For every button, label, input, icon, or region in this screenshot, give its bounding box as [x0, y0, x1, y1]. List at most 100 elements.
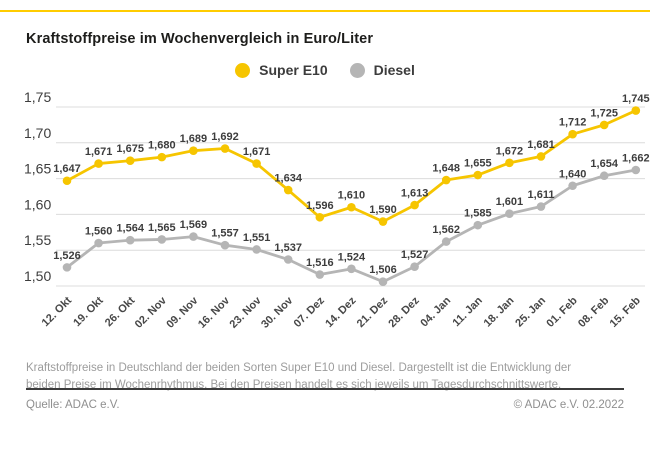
value-label: 1,524 — [338, 251, 366, 263]
x-tick-label: 25. Jan — [513, 294, 548, 329]
data-point — [220, 240, 230, 250]
x-tick-label: 07. Dez — [292, 294, 328, 330]
x-tick-label: 28. Dez — [386, 294, 422, 330]
x-tick-label: 02. Nov — [133, 294, 170, 331]
value-label: 1,671 — [243, 146, 271, 158]
data-point — [62, 176, 72, 186]
x-tick-label: 19. Okt — [71, 294, 106, 329]
price-line-chart: 1,75 1,70 1,65 1,60 1,55 1,50 12. Okt 19. Okt 26… — [0, 89, 650, 341]
data-point — [62, 263, 72, 272]
value-label: 1,562 — [432, 224, 460, 236]
value-label: 1,596 — [306, 200, 334, 212]
y-tick-label: 1,55 — [24, 232, 51, 248]
x-tick-label: 09. Nov — [164, 294, 201, 331]
value-label: 1,662 — [622, 153, 650, 165]
value-label: 1,527 — [401, 249, 429, 261]
data-point — [220, 144, 230, 153]
legend-label-super-e10: Super E10 — [259, 62, 328, 78]
value-label: 1,611 — [528, 189, 555, 201]
diesel-dot-icon — [349, 62, 365, 78]
value-label: 1,601 — [496, 196, 524, 208]
value-label: 1,640 — [559, 168, 587, 180]
value-label: 1,560 — [85, 226, 113, 238]
value-label: 1,671 — [85, 146, 113, 158]
data-point — [536, 202, 546, 211]
footer: Quelle: ADAC e.V. © ADAC e.V. 02.2022 — [26, 399, 624, 411]
data-point — [599, 171, 609, 181]
value-label: 1,672 — [496, 145, 524, 157]
x-tick-label: 01. Feb — [544, 294, 579, 329]
data-point — [94, 159, 103, 168]
data-point — [505, 158, 514, 168]
data-point — [125, 235, 135, 245]
data-point — [189, 232, 198, 241]
value-label: 1,675 — [116, 143, 144, 155]
data-point — [410, 200, 419, 210]
chart-legend: Super E10 Diesel — [0, 62, 650, 78]
value-label: 1,585 — [464, 208, 492, 220]
x-tick-label: 04. Jan — [418, 294, 453, 329]
value-label: 1,681 — [527, 139, 555, 151]
chart-title: Kraftstoffpreise im Wochenvergleich in E… — [26, 31, 374, 47]
x-tick-label: 23. Nov — [228, 294, 265, 331]
value-label: 1,590 — [369, 204, 397, 216]
chart-footnote: Kraftstoffpreise in Deutschland der beid… — [26, 361, 572, 391]
data-point — [631, 165, 641, 175]
x-tick-label: 14. Dez — [323, 294, 359, 330]
data-point — [315, 212, 325, 222]
value-label: 1,654 — [590, 158, 618, 170]
y-tick-label: 1,70 — [24, 125, 51, 141]
data-point — [568, 129, 577, 139]
data-point — [252, 159, 261, 168]
data-point — [283, 255, 293, 264]
data-point — [94, 238, 103, 248]
value-label: 1,537 — [274, 242, 302, 254]
footer-divider — [26, 388, 624, 390]
data-point — [283, 185, 293, 195]
value-label: 1,712 — [559, 117, 587, 129]
value-label: 1,692 — [211, 131, 239, 143]
value-label: 1,648 — [432, 163, 460, 175]
value-label: 1,610 — [338, 190, 366, 202]
x-tick-label: 26. Okt — [103, 294, 138, 329]
data-point — [599, 120, 609, 130]
value-label: 1,564 — [116, 223, 144, 235]
x-tick-label: 12. Okt — [40, 294, 75, 329]
data-point — [505, 209, 514, 218]
value-label: 1,565 — [148, 222, 176, 234]
value-label: 1,745 — [622, 93, 650, 105]
x-tick-label: 08. Feb — [576, 294, 611, 329]
value-label: 1,526 — [53, 250, 81, 262]
legend-item-super-e10: Super E10 — [235, 62, 328, 78]
x-tick-label: 30. Nov — [259, 294, 296, 331]
super-e10-dot-icon — [235, 62, 251, 78]
data-point — [125, 156, 135, 165]
data-point — [441, 175, 451, 185]
value-label: 1,725 — [590, 107, 618, 119]
value-label: 1,506 — [369, 264, 397, 276]
x-tick-label: 11. Jan — [450, 294, 485, 329]
data-point — [631, 106, 641, 115]
data-point — [189, 146, 198, 155]
value-label: 1,516 — [306, 257, 334, 269]
y-tick-label: 1,75 — [24, 89, 51, 105]
value-label: 1,655 — [464, 158, 492, 170]
data-point — [441, 237, 451, 246]
data-point — [378, 277, 388, 287]
legend-label-diesel: Diesel — [373, 62, 415, 78]
value-label: 1,557 — [211, 228, 239, 240]
x-tick-label: 16. Nov — [196, 294, 233, 331]
data-point — [157, 235, 167, 244]
data-point — [378, 217, 388, 226]
copyright-text: © ADAC e.V. 02.2022 — [513, 399, 624, 411]
value-label: 1,613 — [401, 188, 429, 200]
data-point — [347, 202, 356, 212]
top-accent-rule — [0, 10, 650, 12]
y-tick-label: 1,60 — [24, 196, 51, 212]
data-point — [536, 152, 546, 161]
x-tick-label: 18. Jan — [482, 294, 517, 329]
value-label: 1,689 — [180, 133, 208, 145]
data-point — [568, 181, 577, 191]
